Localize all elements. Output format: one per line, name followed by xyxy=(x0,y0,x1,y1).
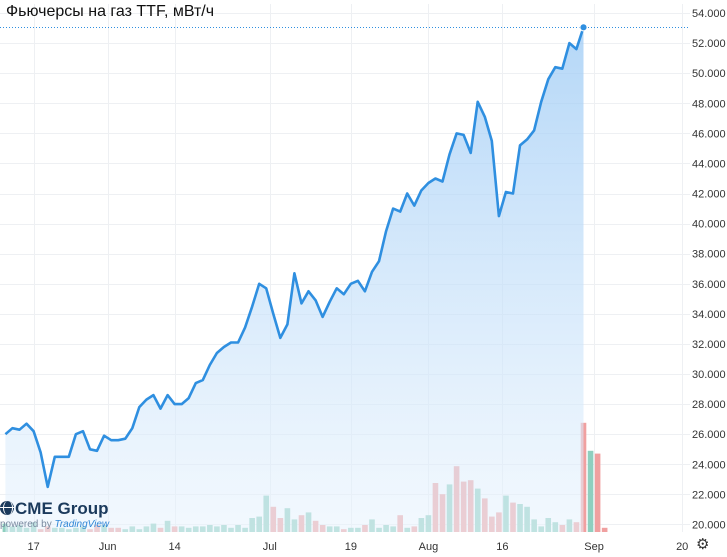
x-tick-label: 16 xyxy=(496,541,508,553)
x-axis: 17 Jun 14 Jul 19 Aug 16 Sep 20 xyxy=(27,541,688,553)
y-tick-label: 40.000 xyxy=(692,219,726,231)
tradingview-name: TradingView xyxy=(54,519,110,530)
y-tick-label: 22.000 xyxy=(692,489,726,501)
volume-bar xyxy=(587,450,594,532)
gear-icon[interactable]: ⚙ xyxy=(696,536,710,553)
x-tick-label: Jul xyxy=(263,541,277,553)
y-tick-label: 24.000 xyxy=(692,459,726,471)
price-series-line xyxy=(4,26,585,489)
cme-globe-icon xyxy=(0,501,14,515)
y-tick-label: 28.000 xyxy=(692,399,726,411)
x-tick-label: Jun xyxy=(99,541,117,553)
y-tick-label: 32.000 xyxy=(692,339,726,351)
y-tick-label: 34.000 xyxy=(692,309,726,321)
volume-bar xyxy=(2,523,9,532)
volume-bar xyxy=(594,453,601,532)
y-tick-label: 26.000 xyxy=(692,429,726,441)
y-tick-label: 46.000 xyxy=(692,128,726,140)
cme-brand-text: CME Group xyxy=(15,499,109,518)
y-tick-label: 38.000 xyxy=(692,249,726,261)
y-tick-label: 42.000 xyxy=(692,189,726,201)
y-tick-label: 50.000 xyxy=(692,68,726,80)
powered-by-text: powered by TradingView xyxy=(0,519,109,530)
x-tick-label: Aug xyxy=(419,541,439,553)
last-price-point xyxy=(579,23,588,32)
y-tick-label: 30.000 xyxy=(692,369,726,381)
x-tick-label: 17 xyxy=(27,541,39,553)
y-tick-label: 20.000 xyxy=(692,519,726,531)
y-tick-label: 36.000 xyxy=(692,279,726,291)
volume-bar xyxy=(601,527,608,532)
price-line xyxy=(0,23,690,489)
powered-by-prefix: powered by xyxy=(0,519,52,530)
x-tick-label: 14 xyxy=(168,541,180,553)
y-tick-label: 48.000 xyxy=(692,98,726,110)
x-tick-label: Sep xyxy=(584,541,604,553)
y-tick-label: 52.000 xyxy=(692,38,726,50)
y-axis: 54.000 52.000 50.000 48.000 46.000 44.000 42.0… xyxy=(692,8,726,531)
x-tick-label: 20 xyxy=(676,541,688,553)
x-tick-label: 19 xyxy=(345,541,357,553)
y-tick-label: 44.000 xyxy=(692,158,726,170)
chart-title: Фьючерсы на газ TTF, мВт/ч xyxy=(6,3,215,20)
y-tick-label: 54.000 xyxy=(692,8,726,20)
cme-logo: CME Group powered by TradingView xyxy=(0,499,109,530)
